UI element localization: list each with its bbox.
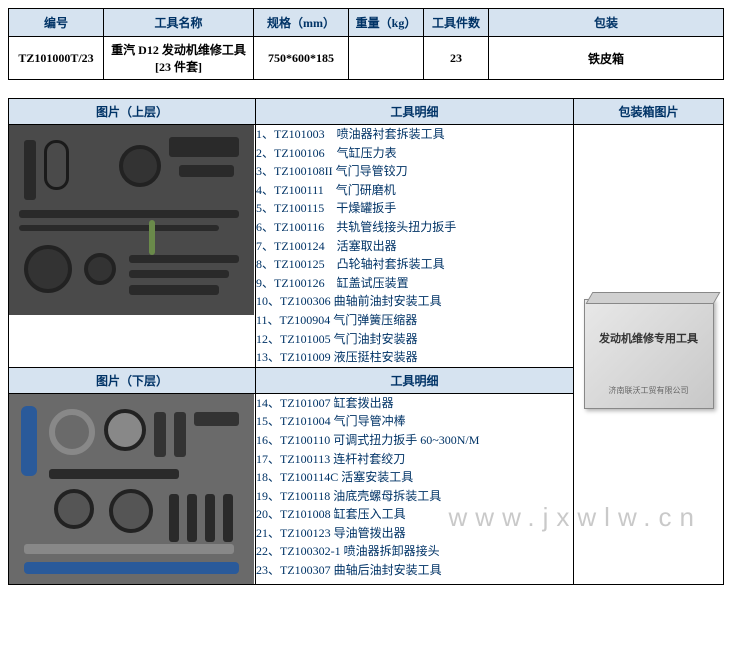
upper-image-cell xyxy=(9,125,256,368)
spec-table: 编号 工具名称 规格（mm） 重量（kg） 工具件数 包装 TZ101000T/… xyxy=(8,8,724,80)
detail-table: 图片（上层） 工具明细 包装箱图片 1、TZ101003 喷油器衬套拆装工具2、… xyxy=(8,98,724,585)
package-box-sublabel: 济南联沃工贸有限公司 xyxy=(585,385,713,396)
header-pkg-img: 包装箱图片 xyxy=(574,99,724,125)
table-row: TZ101000T/23 重汽 D12 发动机维修工具 [23 件套] 750*… xyxy=(9,37,724,80)
list-item: 22、TZ100302-1 喷油器拆卸器接头 xyxy=(256,542,573,561)
list-item: 10、TZ100306 曲轴前油封安装工具 xyxy=(256,292,573,311)
package-box-label: 发动机维修专用工具 xyxy=(585,330,713,346)
col-count: 工具件数 xyxy=(424,9,489,37)
header-tool-detail-1: 工具明细 xyxy=(256,99,574,125)
col-weight: 重量（kg） xyxy=(349,9,424,37)
list-item: 16、TZ100110 可调式扭力扳手 60~300N/M xyxy=(256,431,573,450)
list-item: 4、TZ100111 气门研磨机 xyxy=(256,181,573,200)
upper-tool-list: 1、TZ101003 喷油器衬套拆装工具2、TZ100106 气缸压力表3、TZ… xyxy=(256,125,574,368)
lower-tool-list: 14、TZ101007 缸套拨出器15、TZ101004 气门导管冲棒16、TZ… xyxy=(256,393,574,584)
list-item: 2、TZ100106 气缸压力表 xyxy=(256,144,573,163)
cell-name: 重汽 D12 发动机维修工具 [23 件套] xyxy=(104,37,254,80)
header-img-upper: 图片（上层） xyxy=(9,99,256,125)
list-item: 19、TZ100118 油底壳螺母拆装工具 xyxy=(256,487,573,506)
package-box-image: 发动机维修专用工具 济南联沃工贸有限公司 xyxy=(584,299,714,409)
list-item: 15、TZ101004 气门导管冲棒 xyxy=(256,412,573,431)
lower-tool-image xyxy=(9,394,254,584)
list-item: 8、TZ100125 凸轮轴衬套拆装工具 xyxy=(256,255,573,274)
upper-tool-image xyxy=(9,125,254,315)
list-item: 7、TZ100124 活塞取出器 xyxy=(256,237,573,256)
list-item: 1、TZ101003 喷油器衬套拆装工具 xyxy=(256,125,573,144)
cell-package: 铁皮箱 xyxy=(489,37,724,80)
list-item: 21、TZ100123 导油管拨出器 xyxy=(256,524,573,543)
header-tool-detail-2: 工具明细 xyxy=(256,367,574,393)
list-item: 23、TZ100307 曲轴后油封安装工具 xyxy=(256,561,573,580)
list-item: 18、TZ100114C 活塞安装工具 xyxy=(256,468,573,487)
col-name: 工具名称 xyxy=(104,9,254,37)
list-item: 9、TZ100126 缸盖试压装置 xyxy=(256,274,573,293)
list-item: 20、TZ101008 缸套压入工具 xyxy=(256,505,573,524)
col-code: 编号 xyxy=(9,9,104,37)
list-item: 5、TZ100115 干燥罐扳手 xyxy=(256,199,573,218)
package-image-cell: 发动机维修专用工具 济南联沃工贸有限公司 xyxy=(574,125,724,585)
cell-code: TZ101000T/23 xyxy=(9,37,104,80)
cell-spec: 750*600*185 xyxy=(254,37,349,80)
list-item: 11、TZ100904 气门弹簧压缩器 xyxy=(256,311,573,330)
cell-weight xyxy=(349,37,424,80)
list-item: 6、TZ100116 共轨管线接头扭力扳手 xyxy=(256,218,573,237)
list-item: 12、TZ101005 气门油封安装器 xyxy=(256,330,573,349)
list-item: 3、TZ100108II 气门导管铰刀 xyxy=(256,162,573,181)
cell-count: 23 xyxy=(424,37,489,80)
header-img-lower: 图片（下层） xyxy=(9,367,256,393)
col-package: 包装 xyxy=(489,9,724,37)
list-item: 13、TZ101009 液压挺柱安装器 xyxy=(256,348,573,367)
col-spec: 规格（mm） xyxy=(254,9,349,37)
list-item: 17、TZ100113 连杆衬套绞刀 xyxy=(256,450,573,469)
lower-image-cell xyxy=(9,393,256,584)
list-item: 14、TZ101007 缸套拨出器 xyxy=(256,394,573,413)
